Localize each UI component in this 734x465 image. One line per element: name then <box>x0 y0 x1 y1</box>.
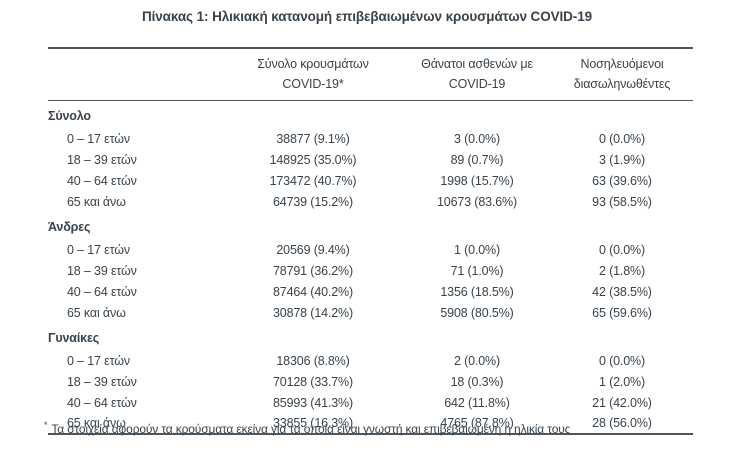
age-group-cell: 65 και άνω <box>67 305 126 320</box>
col-header-intubated-line1: Νοσηλευόμενοι <box>580 57 664 71</box>
intubated-cell: 1 (2.0%) <box>598 374 646 389</box>
age-group-cell: 18 – 39 ετών <box>67 152 137 167</box>
cases-cell: 38877 (9.1%) <box>276 131 350 146</box>
cases-cell: 148925 (35.0%) <box>269 152 357 167</box>
deaths-cell: 1998 (15.7%) <box>440 173 514 188</box>
cases-cell: 20569 (9.4%) <box>276 242 350 257</box>
section-total: Σύνολο 0 – 17 ετών 38877 (9.1%) 3 (0.0%)… <box>48 101 693 213</box>
footnote-asterisk: * <box>44 420 48 430</box>
table-row: 40 – 64 ετών 87464 (40.2%) 1356 (18.5%) … <box>48 281 693 302</box>
col-header-total-cases: Σύνολο κρουσμάτων COVID-19* <box>223 48 403 101</box>
cases-cell: 64739 (15.2%) <box>272 194 354 209</box>
table-row: 65 και άνω 33855 (16.3%) 4765 (87.8%) 28… <box>48 413 693 434</box>
deaths-cell: 71 (1.0%) <box>450 263 504 278</box>
table-row: 65 και άνω 30878 (14.2%) 5908 (80.5%) 65… <box>48 302 693 323</box>
table-row: 40 – 64 ετών 85993 (41.3%) 642 (11.8%) 2… <box>48 392 693 413</box>
section-label-men: Άνδρες <box>48 220 91 234</box>
col-header-deaths-line1: Θάνατοι ασθενών με <box>421 57 533 71</box>
age-group-cell: 40 – 64 ετών <box>67 173 137 188</box>
section-men: Άνδρες 0 – 17 ετών 20569 (9.4%) 1 (0.0%)… <box>48 212 693 323</box>
intubated-cell: 0 (0.0%) <box>598 131 646 146</box>
table-row: 18 – 39 ετών 78791 (36.2%) 71 (1.0%) 2 (… <box>48 260 693 281</box>
cases-cell: 70128 (33.7%) <box>272 374 354 389</box>
col-header-empty <box>48 48 223 101</box>
age-group-cell: 0 – 17 ετών <box>67 353 130 368</box>
table-row: 0 – 17 ετών 20569 (9.4%) 1 (0.0%) 0 (0.0… <box>48 239 693 260</box>
age-group-cell: 65 και άνω <box>67 194 126 209</box>
section-label-women: Γυναίκες <box>48 331 100 345</box>
age-group-cell: 65 και άνω <box>67 416 126 430</box>
deaths-cell: 1 (0.0%) <box>453 242 501 257</box>
deaths-cell: 1356 (18.5%) <box>440 284 514 299</box>
table-row: 18 – 39 ετών 148925 (35.0%) 89 (0.7%) 3 … <box>48 149 693 170</box>
col-header-intubated: Νοσηλευόμενοι διασωληνωθέντες <box>551 48 693 101</box>
intubated-cell: 42 (38.5%) <box>592 284 652 299</box>
intubated-cell: 21 (42.0%) <box>592 395 652 410</box>
col-header-deaths-line2: COVID-19 <box>448 77 506 91</box>
deaths-cell: 4765 (87.8%) <box>440 416 514 430</box>
section-row: Σύνολο <box>48 101 693 129</box>
cases-cell: 78791 (36.2%) <box>272 263 354 278</box>
cases-cell: 18306 (8.8%) <box>276 353 350 368</box>
age-group-cell: 40 – 64 ετών <box>67 395 137 410</box>
deaths-cell: 5908 (80.5%) <box>440 305 514 320</box>
section-row: Γυναίκες <box>48 323 693 350</box>
col-header-deaths: Θάνατοι ασθενών με COVID-19 <box>403 48 551 101</box>
footnote: * Τα στοιχεία αφορούν τα κρούσματα εκείνα… <box>44 420 704 436</box>
intubated-cell: 28 (56.0%) <box>592 416 652 430</box>
col-header-total-cases-line2: COVID-19* <box>282 77 344 91</box>
cases-cell: 173472 (40.7%) <box>269 173 357 188</box>
deaths-cell: 2 (0.0%) <box>453 353 501 368</box>
table-header: Σύνολο κρουσμάτων COVID-19* Θάνατοι ασθε… <box>48 48 693 101</box>
age-group-cell: 0 – 17 ετών <box>67 242 130 257</box>
age-group-cell: 40 – 64 ετών <box>67 284 137 299</box>
cases-cell: 85993 (41.3%) <box>272 395 354 410</box>
intubated-cell: 93 (58.5%) <box>592 194 652 209</box>
table-title: Πίνακας 1: Ηλικιακή κατανομή επιβεβαιωμέ… <box>141 9 593 24</box>
cases-cell: 33855 (16.3%) <box>272 416 354 430</box>
col-header-intubated-line2: διασωληνωθέντες <box>573 77 671 91</box>
table-row: 0 – 17 ετών 18306 (8.8%) 2 (0.0%) 0 (0.0… <box>48 350 693 371</box>
age-group-cell: 18 – 39 ετών <box>67 374 137 389</box>
deaths-cell: 18 (0.3%) <box>450 374 504 389</box>
section-row: Άνδρες <box>48 212 693 239</box>
deaths-cell: 3 (0.0%) <box>453 131 501 146</box>
intubated-cell: 65 (59.6%) <box>592 305 652 320</box>
footnote-text: Τα στοιχεία αφορούν τα κρούσματα εκείνα … <box>51 422 571 436</box>
table-row: 65 και άνω 64739 (15.2%) 10673 (83.6%) 9… <box>48 191 693 212</box>
cases-cell: 30878 (14.2%) <box>272 305 354 320</box>
table-row: 0 – 17 ετών 38877 (9.1%) 3 (0.0%) 0 (0.0… <box>48 128 693 149</box>
deaths-cell: 89 (0.7%) <box>450 152 504 167</box>
deaths-cell: 642 (11.8%) <box>444 395 510 410</box>
intubated-cell: 3 (1.9%) <box>598 152 646 167</box>
section-label-total: Σύνολο <box>48 109 91 123</box>
intubated-cell: 63 (39.6%) <box>592 173 652 188</box>
table-row: 18 – 39 ετών 70128 (33.7%) 18 (0.3%) 1 (… <box>48 371 693 392</box>
section-women: Γυναίκες 0 – 17 ετών 18306 (8.8%) 2 (0.0… <box>48 323 693 434</box>
cases-cell: 87464 (40.2%) <box>272 284 354 299</box>
intubated-cell: 0 (0.0%) <box>598 353 646 368</box>
covid-age-distribution-table: Σύνολο κρουσμάτων COVID-19* Θάνατοι ασθε… <box>48 47 693 435</box>
deaths-cell: 10673 (83.6%) <box>436 194 518 209</box>
intubated-cell: 2 (1.8%) <box>598 263 646 278</box>
age-group-cell: 18 – 39 ετών <box>67 263 137 278</box>
col-header-total-cases-line1: Σύνολο κρουσμάτων <box>257 57 369 71</box>
age-group-cell: 0 – 17 ετών <box>67 131 130 146</box>
table-row: 40 – 64 ετών 173472 (40.7%) 1998 (15.7%)… <box>48 170 693 191</box>
intubated-cell: 0 (0.0%) <box>598 242 646 257</box>
